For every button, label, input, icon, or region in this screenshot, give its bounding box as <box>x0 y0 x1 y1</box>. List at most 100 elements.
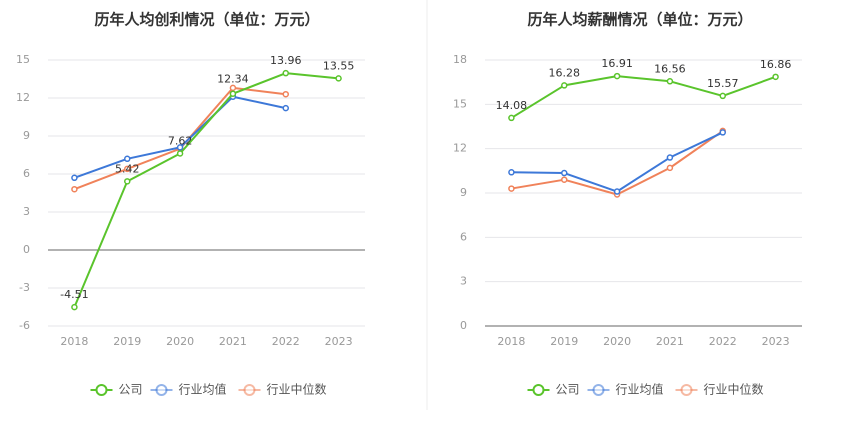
y-tick-label: 6 <box>23 167 30 180</box>
data-label: 13.96 <box>270 54 302 67</box>
data-point <box>176 144 184 151</box>
x-tick-label: 2018 <box>497 335 525 348</box>
chart-panel-1: 历年人均创利情况（单位：万元） 15 12 9 6 3 0 -3 -6 2018 2019 2020 2… <box>16 11 365 397</box>
data-point <box>124 178 131 185</box>
legend-item: 行业均值 <box>587 382 664 397</box>
x-tick-label: 2020 <box>166 335 194 348</box>
data-point <box>124 165 131 173</box>
data-point <box>613 72 621 80</box>
x-tick-label: 2022 <box>709 335 737 348</box>
data-point <box>176 150 184 157</box>
legend-label: 行业均值 <box>179 382 227 397</box>
data-label: 16.86 <box>760 58 792 71</box>
y-tick-label: 15 <box>16 53 30 66</box>
y-tick-label: 12 <box>16 91 30 104</box>
x-tick-label: 2019 <box>550 335 578 348</box>
legend-marker <box>680 384 693 396</box>
data-label: 5.42 <box>115 162 140 175</box>
legend-item: 公司 <box>90 383 143 397</box>
y-tick-label: 6 <box>460 230 467 243</box>
legend-marker <box>592 384 605 396</box>
legend-marker <box>155 384 168 396</box>
x-tick-label: 2021 <box>656 335 684 348</box>
data-point <box>282 104 289 112</box>
legend-marker <box>532 384 545 396</box>
data-point <box>508 185 515 192</box>
data-point <box>282 69 289 77</box>
y-tick-label: -6 <box>19 319 30 332</box>
y-tick-label: 0 <box>460 319 467 332</box>
series-line <box>510 75 776 119</box>
data-label: 13.55 <box>323 59 355 72</box>
data-point <box>666 164 674 172</box>
data-label: 16.28 <box>549 66 581 79</box>
legend-label: 行业均值 <box>616 382 664 397</box>
x-tick-label: 2023 <box>325 335 353 348</box>
legend-item: 行业中位数 <box>675 382 764 397</box>
data-point <box>508 169 515 176</box>
legend-label: 公司 <box>556 383 580 397</box>
y-tick-label: -3 <box>19 281 30 294</box>
data-point <box>561 169 568 177</box>
data-label: 15.57 <box>707 77 739 90</box>
data-point <box>229 90 237 97</box>
legend-label: 行业中位数 <box>267 382 327 397</box>
data-point <box>335 75 342 82</box>
data-label: 7.62 <box>168 134 193 147</box>
data-point <box>71 303 78 311</box>
x-tick-label: 2018 <box>60 335 88 348</box>
data-point <box>124 155 131 163</box>
x-tick-label: 2020 <box>603 335 631 348</box>
y-tick-label: 3 <box>460 275 467 288</box>
y-tick-label: 3 <box>23 205 30 218</box>
legend-item: 行业均值 <box>150 382 227 397</box>
data-point <box>508 114 515 122</box>
series-line <box>511 130 724 196</box>
legend-label: 行业中位数 <box>704 382 764 397</box>
data-point <box>561 82 568 89</box>
legend-marker <box>95 384 108 396</box>
chart-title: 历年人均创利情况（单位：万元） <box>94 11 319 29</box>
series-company: -4.51 5.42 7.62 12.34 13.96 13.55 <box>60 54 355 311</box>
data-label: -4.51 <box>60 288 88 301</box>
data-point <box>719 129 726 136</box>
x-tick-label: 2023 <box>762 335 790 348</box>
series-industry-mean <box>71 93 289 182</box>
legend-marker <box>243 384 256 396</box>
legend-item: 行业中位数 <box>238 382 327 397</box>
chart-title: 历年人均薪酬情况（单位：万元） <box>527 11 752 29</box>
data-point <box>561 176 568 183</box>
legend: 公司 行业均值 行业中位数 <box>90 382 327 397</box>
data-label: 14.08 <box>496 99 528 112</box>
data-point <box>229 84 237 92</box>
data-point <box>772 73 779 81</box>
y-tick-label: 15 <box>453 97 467 110</box>
legend-item: 公司 <box>527 383 580 397</box>
data-point <box>71 185 78 193</box>
data-label: 16.56 <box>654 62 686 75</box>
x-tick-label: 2021 <box>219 335 247 348</box>
data-point <box>666 154 674 161</box>
legend: 公司 行业均值 行业中位数 <box>527 382 764 397</box>
y-tick-label: 18 <box>453 53 467 66</box>
data-point <box>71 174 78 182</box>
data-label: 16.91 <box>601 57 633 70</box>
data-point <box>719 92 726 100</box>
x-tick-label: 2022 <box>272 335 300 348</box>
y-tick-label: 9 <box>460 186 467 199</box>
y-tick-label: 0 <box>23 243 30 256</box>
data-point <box>666 78 674 85</box>
chart-panel-2: 历年人均薪酬情况（单位：万元） 18 15 12 9 6 3 0 2018 2019 2020 202… <box>453 11 802 397</box>
x-tick-label: 2019 <box>113 335 141 348</box>
series-industry-mean <box>508 129 726 195</box>
y-tick-label: 12 <box>453 142 467 155</box>
y-tick-label: 9 <box>23 129 30 142</box>
data-label: 12.34 <box>217 73 249 86</box>
series-line <box>73 72 339 308</box>
data-point <box>282 90 289 98</box>
series-company: 14.08 16.28 16.91 16.56 15.57 16.86 <box>496 57 792 122</box>
series-industry-median <box>508 127 726 198</box>
legend-label: 公司 <box>119 383 143 397</box>
data-point <box>613 188 621 195</box>
